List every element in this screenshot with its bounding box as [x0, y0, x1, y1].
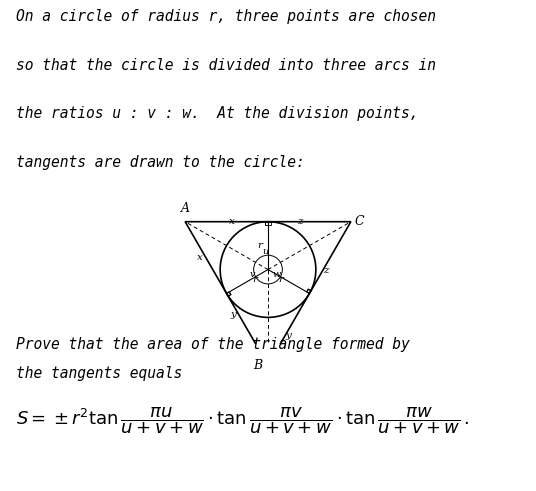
Text: z: z [297, 217, 302, 226]
Text: r: r [257, 241, 262, 250]
Text: so that the circle is divided into three arcs in: so that the circle is divided into three… [16, 58, 436, 73]
Text: r: r [252, 274, 257, 284]
Text: the tangents equals: the tangents equals [16, 366, 182, 382]
Text: the ratios u : v : w.  At the division points,: the ratios u : v : w. At the division po… [16, 107, 419, 121]
Text: On a circle of radius r, three points are chosen: On a circle of radius r, three points ar… [16, 9, 436, 25]
Text: w: w [272, 270, 281, 279]
Text: y: y [286, 330, 292, 340]
Text: x: x [229, 217, 235, 226]
Text: x: x [197, 253, 203, 262]
Text: B: B [253, 359, 262, 372]
Text: y: y [230, 310, 236, 320]
Text: z: z [323, 266, 329, 275]
Text: A: A [181, 201, 190, 215]
Text: tangents are drawn to the circle:: tangents are drawn to the circle: [16, 155, 305, 170]
Text: v: v [250, 270, 256, 279]
Text: r: r [279, 274, 284, 284]
Text: u: u [263, 247, 269, 256]
Text: Prove that the area of the triangle formed by: Prove that the area of the triangle form… [16, 337, 410, 352]
Text: $S = \pm r^2 \tan \dfrac{\pi u}{u+v+w} \cdot \tan \dfrac{\pi v}{u+v+w} \cdot \ta: $S = \pm r^2 \tan \dfrac{\pi u}{u+v+w} \… [16, 406, 470, 436]
Text: C: C [355, 215, 364, 228]
